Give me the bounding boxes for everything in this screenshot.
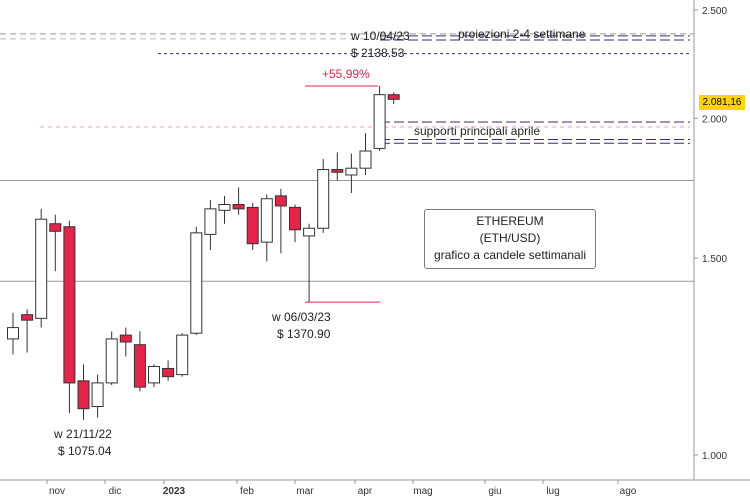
candle	[387, 92, 400, 105]
candle-body	[7, 327, 19, 340]
candle-body	[246, 206, 259, 245]
y-tick-label: 2.000	[702, 114, 727, 125]
candle-body	[387, 94, 400, 100]
candle	[35, 208, 48, 328]
low1-price-label: $ 1075.04	[58, 444, 112, 458]
y-tick-label: 2.500	[702, 6, 727, 17]
candle-body	[204, 208, 217, 235]
candle	[373, 85, 386, 152]
x-tick-label: giu	[488, 486, 501, 497]
gain-label: +55,99%	[322, 67, 370, 81]
candle-body	[331, 169, 344, 173]
candle-body	[274, 195, 287, 207]
candle-body	[345, 167, 358, 176]
candle-body	[133, 344, 146, 388]
x-tick-label: dic	[109, 486, 122, 497]
candle-body	[373, 94, 386, 149]
candle-body	[289, 206, 301, 231]
candle	[105, 331, 118, 386]
candle	[119, 327, 132, 357]
candle-body	[317, 169, 330, 229]
x-tick-label: mag	[413, 486, 432, 497]
projections-label: proiezioni 2-4 settimane	[458, 27, 586, 41]
x-tick-label: apr	[358, 486, 373, 497]
candles	[7, 85, 400, 420]
y-tick-label: 1.000	[702, 451, 727, 462]
candle-body	[148, 365, 160, 384]
high-price-label: $ 2138.53	[351, 46, 405, 60]
candle-body	[218, 203, 231, 211]
candle	[21, 309, 34, 353]
x-tick-label: feb	[240, 486, 254, 497]
candle	[133, 331, 146, 392]
candle	[63, 220, 76, 414]
candle-body	[359, 150, 372, 169]
x-tick-label: mar	[296, 486, 314, 497]
x-tick-label: 2023	[163, 486, 186, 497]
candle	[260, 194, 273, 262]
y-tick-label: 1.500	[702, 254, 727, 265]
level-lines	[0, 33, 694, 303]
candle	[274, 188, 287, 254]
candle-body	[35, 218, 48, 319]
candle-body	[49, 223, 62, 232]
candle	[91, 374, 104, 418]
candle-body	[63, 226, 76, 384]
candle-body	[91, 382, 104, 408]
candle	[317, 158, 330, 233]
candle	[162, 360, 175, 381]
supports-label: supporti principali aprile	[414, 124, 540, 138]
candle	[289, 204, 301, 243]
candle	[49, 214, 62, 272]
candle	[77, 364, 90, 420]
low1-date-label: w 21/11/22	[53, 427, 112, 441]
low2-price-label: $ 1370.90	[277, 327, 331, 341]
candle	[148, 364, 160, 388]
candle	[303, 223, 316, 303]
candle-body	[232, 203, 245, 210]
candle-body	[176, 334, 189, 376]
candle	[345, 153, 358, 194]
candle	[218, 195, 231, 224]
candle	[359, 133, 372, 175]
candle	[204, 200, 217, 251]
low2-date-label: w 06/03/23	[271, 310, 331, 324]
candle	[176, 333, 189, 377]
chart-title: ETHEREUM	[476, 214, 544, 228]
chart-subtitle: (ETH/USD)	[479, 231, 541, 245]
chart-caption: grafico a candele settimanali	[433, 248, 587, 262]
candle-body	[162, 367, 175, 378]
candle	[190, 226, 203, 336]
candle-body	[21, 314, 34, 321]
candle-body	[190, 232, 203, 334]
x-tick-label: nov	[49, 486, 65, 497]
candle	[331, 152, 344, 181]
x-tick-label: lug	[546, 486, 559, 497]
chart-title-box: ETHEREUM (ETH/USD) grafico a candele set…	[424, 209, 596, 269]
candle-body	[77, 380, 90, 410]
candle-body	[303, 227, 316, 237]
last-price-tag: 2.081,16	[699, 95, 745, 110]
candle	[246, 203, 259, 251]
candle-body	[119, 334, 132, 343]
x-tick-label: ago	[620, 486, 637, 497]
high-date-label: w 10/04/23	[350, 29, 410, 43]
candle-body	[260, 198, 273, 243]
candle	[7, 312, 19, 355]
candle	[232, 187, 245, 215]
candle-body	[105, 338, 118, 384]
